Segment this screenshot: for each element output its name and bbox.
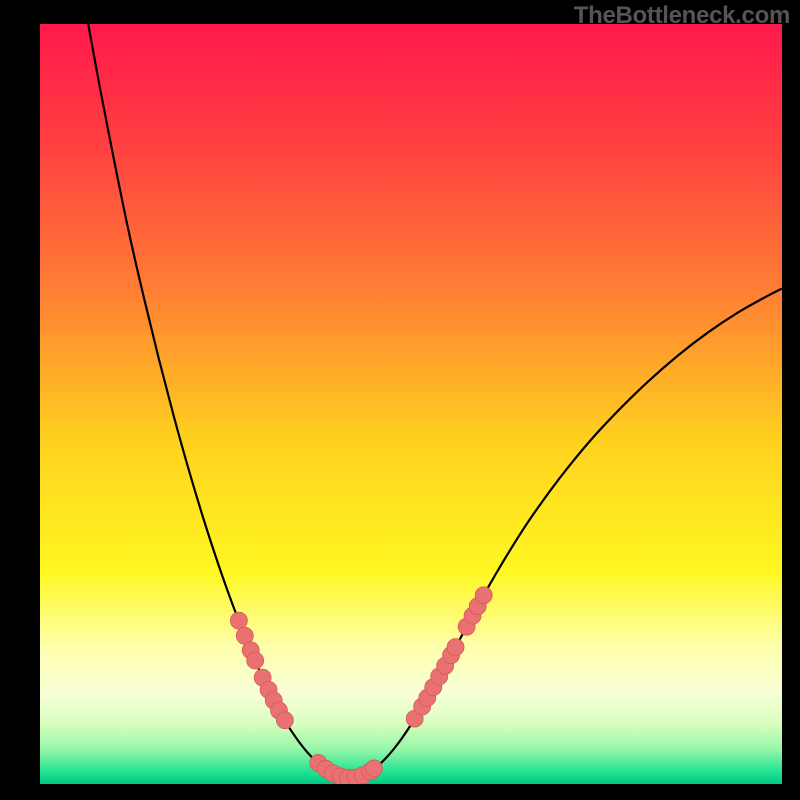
plot-area <box>40 24 782 784</box>
data-marker <box>365 760 382 777</box>
data-marker <box>447 639 464 656</box>
data-marker <box>247 652 264 669</box>
plot-svg <box>40 24 782 784</box>
gradient-background <box>40 24 782 784</box>
chart-container: TheBottleneck.com <box>0 0 800 800</box>
data-marker <box>276 712 293 729</box>
data-marker <box>475 587 492 604</box>
data-marker <box>230 612 247 629</box>
